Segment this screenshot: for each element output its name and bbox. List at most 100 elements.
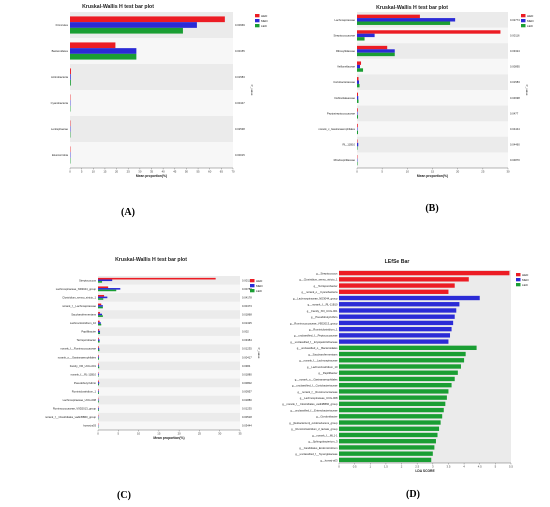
- x-tick-label: 30: [138, 170, 142, 174]
- x-tick-label: 45: [173, 170, 177, 174]
- legend-swatch: [521, 24, 526, 28]
- bar: [357, 33, 375, 38]
- category-label: Rhodospirillaceae: [334, 158, 356, 162]
- taxon-label: g__unclassified_f__Synergistaceae: [295, 452, 338, 456]
- x-tick-label: 2: [401, 465, 403, 469]
- p-value-label: 0.0384: [242, 364, 251, 368]
- legend-swatch: [516, 283, 521, 287]
- x-tick-label: 70: [231, 170, 235, 174]
- category-label: Cyanobacteria: [51, 101, 69, 105]
- lda-bar: [339, 401, 446, 407]
- bar: [98, 337, 99, 340]
- p-value-label: 0.03324: [510, 49, 520, 53]
- row-band: [98, 404, 240, 413]
- category-label: Lentisphaerae: [51, 127, 69, 131]
- taxon-label: g__unclassified_f__Peptococcaceae: [294, 334, 338, 338]
- bar: [357, 142, 359, 147]
- category-label: Peptostreptococcaceae: [327, 111, 356, 115]
- bar: [70, 22, 197, 28]
- taxon-label: g__Clostridium_sensu_stricto_1: [299, 278, 338, 282]
- legend-swatch: [255, 19, 260, 23]
- bar: [357, 139, 358, 143]
- bar: [98, 389, 99, 391]
- row-band: [357, 58, 508, 75]
- category-label: Bacteroidetes: [52, 49, 69, 53]
- legend-swatch: [255, 24, 260, 28]
- category-label: Lachnoclostridium_10: [70, 321, 97, 325]
- bar: [357, 115, 359, 119]
- lda-bar: [339, 445, 435, 450]
- row-band: [98, 370, 240, 379]
- bar: [98, 400, 99, 403]
- taxon-label: g__norank_f__Lachnospiraceae: [299, 359, 338, 363]
- x-tick-label: 40: [162, 170, 166, 174]
- lda-bar: [339, 364, 461, 369]
- p-value-label: 0.01235: [242, 347, 252, 351]
- panel-c: Kruskal-Wallis H test bar plot Streptoco…: [45, 257, 263, 440]
- x-tick-label: 4.5: [478, 465, 482, 469]
- x-tick-label: 15: [431, 170, 435, 174]
- bar: [98, 332, 101, 335]
- bar: [70, 79, 71, 86]
- bar: [357, 127, 358, 131]
- p-value-label: 0.00788: [242, 287, 252, 291]
- category-label: Veillonellaceae: [337, 65, 355, 69]
- bar: [98, 366, 100, 369]
- x-axis-label: Mean proportion(%): [136, 174, 167, 178]
- lda-bar: [339, 407, 444, 413]
- p-value-label: 0.04444: [510, 127, 520, 131]
- p-value-label: 0.00957: [242, 390, 252, 394]
- bar: [357, 92, 359, 97]
- row-band: [357, 90, 508, 106]
- x-tick-label: 2.5: [415, 465, 419, 469]
- x-tick-label: 25: [127, 170, 131, 174]
- taxon-label: g__Papillibacter: [318, 371, 337, 375]
- p-value-label: 0.00969: [235, 23, 245, 27]
- chart-title: Kruskal-Wallis H test bar plot: [82, 4, 154, 10]
- bar: [357, 49, 395, 53]
- p-value-label: 0.01868: [242, 313, 252, 317]
- lda-bar: [339, 320, 454, 326]
- legend-swatch: [250, 284, 255, 288]
- bar: [98, 340, 100, 343]
- x-tick-label: 50: [185, 170, 189, 174]
- bar: [98, 315, 103, 317]
- p-value-label: 0.00473: [242, 304, 252, 308]
- bar: [357, 146, 358, 150]
- legend-label: LED: [256, 289, 263, 293]
- row-band: [98, 335, 240, 345]
- bar: [98, 407, 99, 410]
- taxon-label: g__horsej-a03: [320, 458, 338, 462]
- lda-bar: [339, 295, 480, 301]
- taxon-label: g__norank_f__Ruminococcaceae: [297, 390, 338, 394]
- bar: [98, 288, 121, 290]
- x-tick-label: 0.5: [353, 465, 357, 469]
- x-tick-label: 35: [238, 432, 242, 436]
- taxon-label: g__Pseudobutyrivibrio: [311, 315, 338, 319]
- panel-label-a: (A): [121, 207, 135, 218]
- row-band: [98, 301, 240, 311]
- bar: [70, 42, 116, 49]
- row-band: [98, 318, 240, 328]
- legend-swatch: [250, 289, 255, 293]
- lda-bar: [339, 270, 510, 276]
- bar: [98, 313, 103, 316]
- p-value-label: 0.04698: [510, 96, 520, 100]
- p-value-label: 0.01325: [242, 321, 252, 325]
- p-value-label: 0.00015: [235, 153, 245, 157]
- taxon-label: g__Ruminiclostridium_1: [309, 328, 338, 332]
- taxon-label: g__Ruminiclostridium_2_lactate_group: [291, 427, 338, 431]
- x-tick-label: 20: [115, 170, 119, 174]
- panel-d: LEfSe Bar g__Streptococcus g__Clostridium…: [282, 259, 529, 473]
- p-value-label: 0.04178: [242, 295, 252, 299]
- bar: [98, 289, 117, 292]
- bar: [98, 373, 99, 376]
- lda-bar: [339, 326, 452, 332]
- category-label: norank_f__Ruminococcaceae: [60, 347, 96, 351]
- bar: [70, 74, 71, 80]
- taxon-label: g__Ruminococcaceae_V9D2013_group: [290, 321, 338, 325]
- legend-swatch: [521, 19, 526, 23]
- p-value-label: 0.00417: [242, 355, 252, 359]
- panel-b: Kruskal-Wallis H test bar plot Lachnospi…: [318, 5, 534, 178]
- legend-label: MED: [261, 19, 269, 23]
